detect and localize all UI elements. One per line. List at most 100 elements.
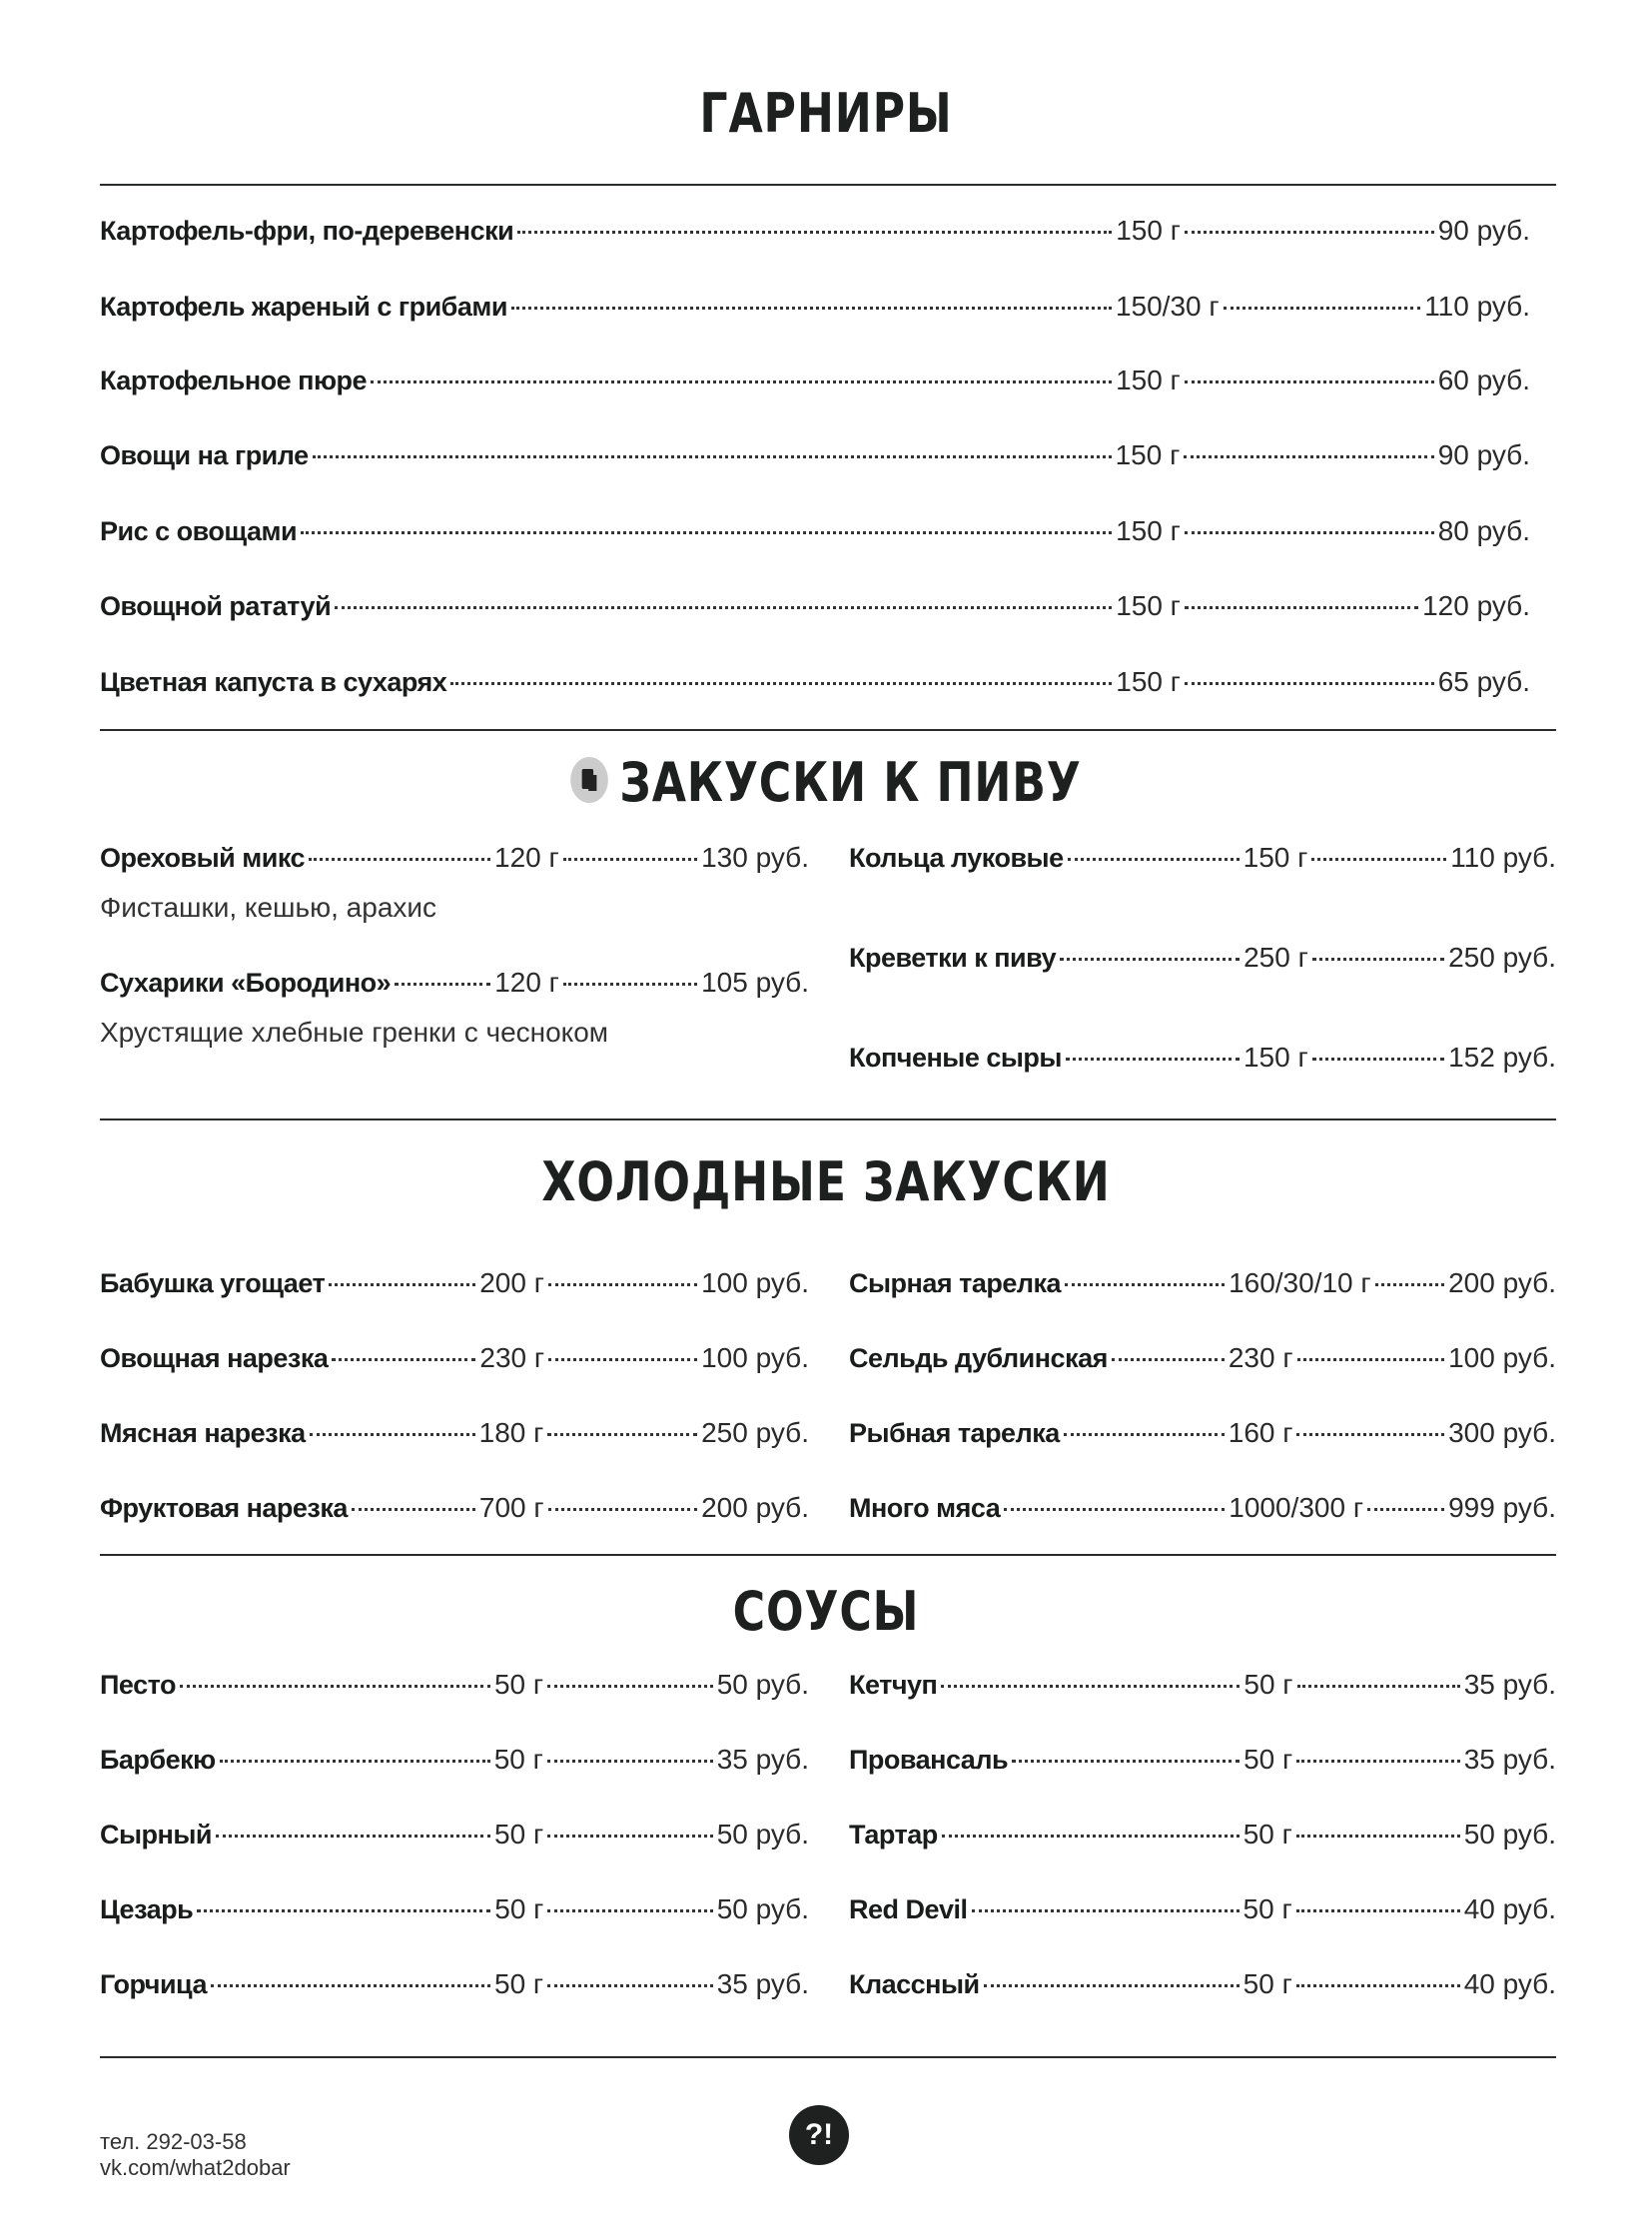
item-name: Ореховый микс: [100, 843, 306, 873]
dot-leader: [1065, 1283, 1226, 1286]
item-weight: 50 г: [1243, 1744, 1293, 1775]
menu-item-row: Овощная нарезка 230 г 100 руб.: [100, 1342, 809, 1378]
item-price: 35 руб.: [1463, 1669, 1556, 1700]
dot-leader: [562, 858, 698, 861]
item-weight: 150 г: [1115, 439, 1181, 470]
menu-item-row: Картофель жареный с грибами 150/30 г 110 р…: [100, 291, 1530, 327]
dot-leader: [562, 983, 698, 986]
dot-leader: [216, 1835, 491, 1838]
item-name: Классный: [849, 1969, 980, 1999]
menu-item-row: Сырная тарелка 160/30/10 г 200 руб.: [849, 1267, 1556, 1303]
item-name: Сырный: [100, 1820, 213, 1850]
divider: [100, 729, 1556, 731]
item-name: Овощная нарезка: [100, 1343, 329, 1373]
menu-item-row: Сухарики «Бородино» 120 г 105 руб.: [100, 967, 809, 1003]
menu-item-row: Копченые сыры 150 г 152 руб.: [849, 1042, 1556, 1078]
item-price: 100 руб.: [701, 1267, 809, 1298]
dot-leader: [1012, 1760, 1240, 1763]
menu-item-row: Цезарь 50 г 50 руб.: [100, 1893, 809, 1929]
menu-item-row: Барбекю 50 г 35 руб.: [100, 1744, 809, 1780]
item-weight: 150 г: [1116, 215, 1181, 246]
dot-leader: [1295, 1835, 1460, 1838]
menu-item-row: Кетчуп 50 г 35 руб.: [849, 1669, 1556, 1705]
item-weight: 50 г: [494, 1968, 544, 1999]
dot-leader: [1004, 1508, 1226, 1511]
item-weight: 120 г: [494, 967, 559, 998]
menu-item-row: Креветки к пиву 250 г 250 руб.: [849, 942, 1556, 978]
item-weight: 150 г: [1116, 590, 1181, 621]
menu-item-row: Рыбная тарелка 160 г 300 руб.: [849, 1417, 1556, 1453]
menu-item-row: Сырный 50 г 50 руб.: [100, 1819, 809, 1854]
menu-item-row: Овощной рататуй 150 г 120 руб.: [100, 590, 1530, 626]
dot-leader: [371, 380, 1113, 383]
dot-leader: [547, 1685, 713, 1688]
dot-leader: [1184, 455, 1434, 458]
item-price: 100 руб.: [701, 1342, 809, 1373]
item-name: Картофель-фри, по-деревенски: [100, 216, 514, 246]
item-name: Креветки к пиву: [849, 943, 1057, 973]
dot-leader: [1184, 231, 1434, 234]
item-weight: 700 г: [478, 1492, 544, 1523]
dot-leader: [1063, 1433, 1225, 1436]
item-name: Цветная капуста в сухарях: [100, 667, 447, 697]
menu-item-row: Фруктовая нарезка 700 г 200 руб.: [100, 1492, 809, 1528]
item-price: 40 руб.: [1463, 1968, 1556, 1999]
dot-leader: [547, 1433, 698, 1436]
dot-leader: [1296, 1685, 1460, 1688]
dot-leader: [1295, 1909, 1460, 1912]
item-weight: 50 г: [1243, 1669, 1293, 1700]
dot-leader: [941, 1835, 1239, 1838]
item-price: 50 руб.: [716, 1893, 809, 1924]
menu-item-row: Картофель-фри, по-деревенски 150 г 90 руб.: [100, 215, 1530, 251]
item-weight: 50 г: [1242, 1819, 1292, 1850]
dot-leader: [450, 682, 1113, 685]
item-price: 110 руб.: [1450, 842, 1556, 873]
item-weight: 180 г: [478, 1417, 544, 1448]
item-name: Картофель жареный с грибами: [100, 292, 507, 322]
dot-leader: [1296, 1760, 1460, 1763]
dot-leader: [309, 1433, 475, 1436]
dot-leader: [211, 1984, 490, 1987]
item-name: Сельдь дублинская: [849, 1343, 1108, 1373]
item-price: 80 руб.: [1437, 515, 1530, 546]
dot-leader: [395, 983, 491, 986]
dot-leader: [547, 1984, 713, 1987]
item-price: 130 руб.: [701, 842, 809, 873]
item-name: Кетчуп: [849, 1670, 938, 1700]
menu-item-row: Ореховый микс 120 г 130 руб.: [100, 842, 809, 878]
item-price: 999 руб.: [1448, 1492, 1556, 1523]
menu-item-row: Овощи на гриле 150 г 90 руб.: [100, 439, 1530, 475]
item-name: Фруктовая нарезка: [100, 1493, 348, 1523]
divider: [100, 2056, 1556, 2058]
section-title-garnish: ГАРНИРЫ: [699, 82, 953, 145]
item-name: Много мяса: [849, 1493, 1001, 1523]
item-name: Провансаль: [849, 1745, 1009, 1775]
item-weight: 150 г: [1116, 365, 1181, 395]
dot-leader: [548, 1358, 698, 1361]
beer-snacks-title: ЗАКУСКИ К ПИВУ: [619, 751, 1082, 814]
item-name: Копченые сыры: [849, 1043, 1062, 1073]
item-price: 110 руб.: [1424, 291, 1530, 322]
item-name: Рыбная тарелка: [849, 1418, 1060, 1448]
menu-item-row: Цветная капуста в сухарях 150 г 65 руб.: [100, 666, 1530, 702]
item-weight: 230 г: [1228, 1342, 1293, 1373]
dot-leader: [983, 1984, 1239, 1987]
item-name: Мясная нарезка: [100, 1418, 306, 1448]
item-price: 250 руб.: [701, 1417, 809, 1448]
menu-item-row: Провансаль 50 г 35 руб.: [849, 1744, 1556, 1780]
item-weight: 160 г: [1228, 1417, 1293, 1448]
item-price: 50 руб.: [716, 1669, 809, 1700]
item-price: 200 руб.: [701, 1492, 809, 1523]
section-title-sauces: СОУСЫ: [732, 1580, 920, 1643]
menu-item-row: Картофельное пюре 150 г 60 руб.: [100, 365, 1530, 400]
item-description: Хрустящие хлебные гренки с чесноком: [100, 1017, 609, 1048]
item-weight: 150 г: [1242, 1042, 1308, 1073]
footer-link[interactable]: vk.com/what2dobar: [100, 2155, 291, 2180]
dot-leader: [1060, 958, 1240, 961]
dot-leader: [1296, 1433, 1445, 1436]
item-name: Цезарь: [100, 1894, 194, 1924]
section-title-beer-snacks: ЗАКУСКИ К ПИВУ: [149, 751, 1503, 814]
menu-item-row: Red Devil 50 г 40 руб.: [849, 1893, 1556, 1929]
dot-leader: [335, 606, 1113, 609]
item-weight: 150 г: [1116, 515, 1181, 546]
